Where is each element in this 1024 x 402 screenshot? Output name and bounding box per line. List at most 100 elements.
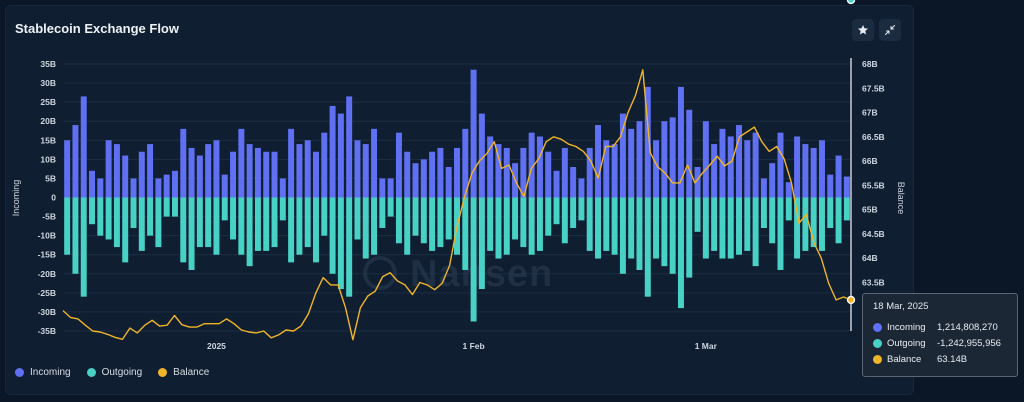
tooltip-value-outgoing: -1,242,955,956 [937,337,1001,349]
legend-swatch-balance [158,368,168,377]
bar-incoming [188,147,195,198]
bar-outgoing [313,197,319,263]
bar-outgoing [263,197,270,251]
collapse-button[interactable] [879,19,901,41]
bar-outgoing [462,197,469,270]
bar-outgoing [379,197,386,229]
bar-outgoing [777,197,784,270]
bar-outgoing [387,197,394,217]
bar-incoming [105,140,112,198]
bar-incoming [769,163,776,198]
bar-incoming [545,151,552,198]
bar-incoming [603,140,610,198]
bar-incoming [470,69,477,198]
bar-incoming [89,170,96,198]
bar-incoming [64,140,71,198]
bar-incoming [636,121,643,198]
bar-incoming [628,128,635,198]
y-right-tick-label: 66B [862,156,878,166]
bar-outgoing [122,197,129,263]
bar-outgoing [337,197,344,290]
bar-incoming [412,163,419,198]
bar-incoming [520,147,527,198]
bar-outgoing [561,197,568,244]
bar-incoming [843,176,850,198]
legend-swatch-incoming [15,368,24,377]
bar-outgoing [130,197,137,229]
bar-outgoing [205,197,212,248]
bar-outgoing [478,197,485,290]
bar-outgoing [553,197,560,225]
y-left-tick-label: -20B [38,269,56,279]
bar-incoming [702,121,709,198]
bar-incoming [794,136,801,198]
bar-outgoing [354,197,361,240]
bar-incoming [578,178,585,198]
y-right-tick-label: 65.5B [862,180,885,190]
bar-outgoing [304,197,311,248]
bar-incoming [387,178,394,198]
bar-outgoing [727,197,734,259]
tooltip-swatch-outgoing [873,338,882,348]
y-left-tick-label: -30B [38,307,56,317]
bar-incoming [561,147,568,198]
bar-incoming [611,144,618,198]
bar-incoming [346,96,353,198]
y-right-tick-label: 65B [862,205,878,215]
bar-incoming [694,166,701,198]
legend-item-incoming[interactable]: Incoming [15,367,71,378]
star-icon [858,25,868,35]
y-right-tick-label: 66.5B [862,132,885,142]
bar-outgoing [346,197,353,297]
bar-outgoing [810,197,817,248]
bar-incoming [644,86,651,198]
y-left-tick-label: 35B [40,59,56,69]
tooltip-swatch-incoming [873,322,882,332]
y-left-tick-label: -15B [38,250,56,260]
bar-incoming [744,140,751,198]
bar-incoming [736,125,743,198]
bar-outgoing [528,197,535,255]
tooltip-label-outgoing: Outgoing [887,337,926,349]
y-left-tick-label: -35B [38,326,56,336]
bar-incoming [362,144,369,198]
bar-outgoing [669,197,676,274]
bar-outgoing [221,197,228,221]
bar-outgoing [97,197,104,236]
bar-incoming [404,151,411,198]
bar-outgoing [412,197,419,236]
bar-outgoing [702,197,709,259]
bar-outgoing [736,197,743,255]
bar-incoming [835,155,842,198]
legend-item-outgoing[interactable]: Outgoing [86,367,142,378]
bar-outgoing [163,197,170,217]
y-left-tick-label: -5B [42,212,56,222]
bar-incoming [429,151,436,198]
y-left-tick-label: -25B [38,288,56,298]
bar-incoming [395,132,402,198]
bar-incoming [263,151,270,198]
bar-outgoing [89,197,96,225]
bar-outgoing [64,197,71,255]
bar-incoming [371,128,378,198]
chart-legend: Incoming Outgoing Balance [15,367,209,378]
bar-incoming [802,144,809,198]
bar-incoming [760,178,767,198]
bar-outgoing [470,197,477,322]
bar-incoming [677,86,684,198]
bar-incoming [113,144,120,198]
favorite-button[interactable] [852,19,874,41]
bar-outgoing [230,197,237,240]
y-left-tick-label: 15B [40,135,56,145]
bar-outgoing [437,197,444,248]
bar-incoming [752,132,759,198]
y-left-tick-label: 25B [40,97,56,107]
bar-outgoing [254,197,261,251]
bar-outgoing [180,197,187,263]
bar-outgoing [288,197,295,263]
bar-incoming [205,144,212,198]
bar-outgoing [420,197,427,244]
hover-tooltip: 18 Mar, 2025 Incoming 1,214,808,270 Outg… [862,293,1018,377]
bar-outgoing [586,197,593,251]
legend-item-balance[interactable]: Balance [158,367,209,378]
